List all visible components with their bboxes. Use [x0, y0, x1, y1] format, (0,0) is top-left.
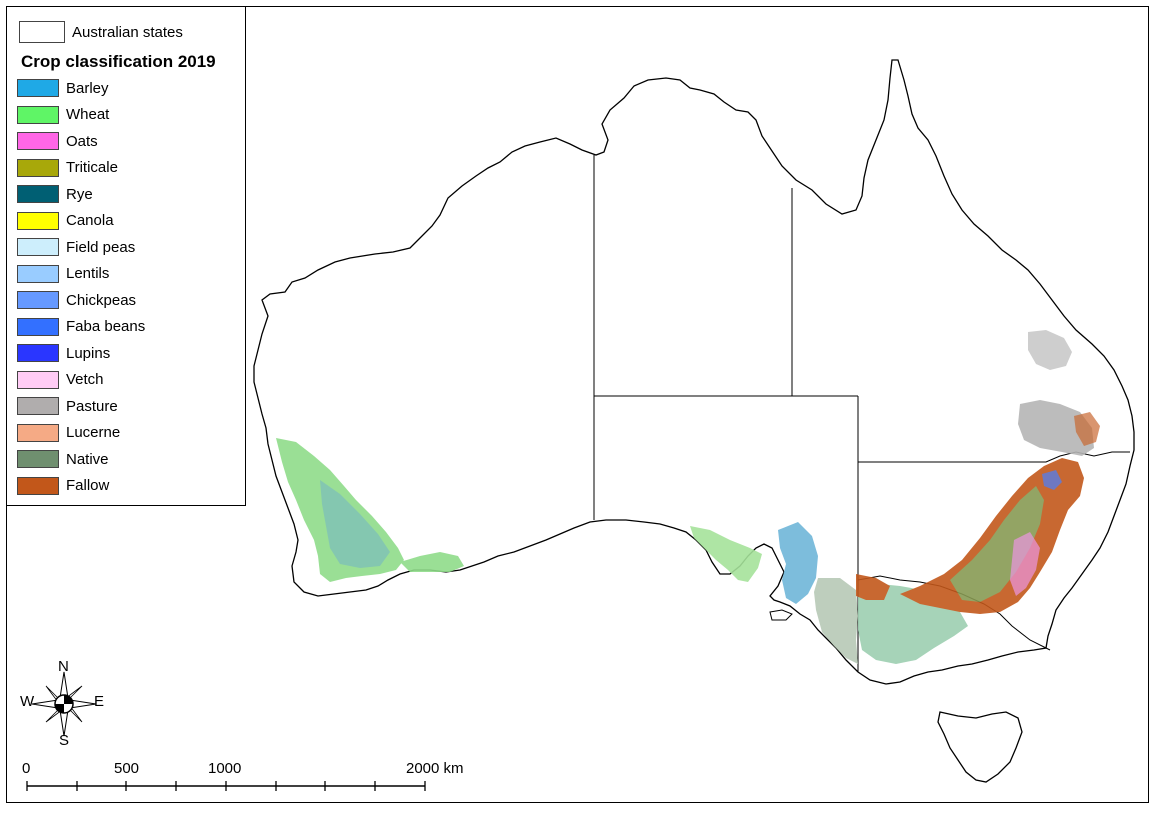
compass-s: S — [59, 732, 70, 749]
legend-swatch — [17, 105, 59, 124]
legend-label: Pasture — [66, 397, 118, 415]
legend-label: Native — [66, 450, 109, 468]
legend-label: Oats — [66, 132, 98, 150]
crop-region-wa-east — [400, 552, 464, 572]
legend-label: Triticale — [66, 159, 118, 176]
legend-label: Lentils — [66, 265, 110, 282]
compass-n: N — [58, 658, 69, 675]
scale-label-1000: 1000 — [208, 760, 242, 777]
legend-item-lucerne: Lucerne — [17, 422, 120, 444]
crop-region-sa-eyre — [690, 526, 762, 582]
compass-rose: N S E W — [18, 658, 110, 750]
legend-swatch — [17, 211, 59, 230]
legend-label: Vetch — [66, 371, 104, 388]
legend-swatch — [17, 476, 59, 495]
crop-region-sa-southeast — [814, 578, 858, 664]
legend-item-fallow: Fallow — [17, 475, 109, 497]
compass-icon — [31, 671, 97, 737]
legend-item-barley: Barley — [17, 77, 109, 99]
legend-swatch — [17, 370, 59, 389]
legend-label: Fallow — [66, 477, 110, 494]
kangaroo-island-outline — [769, 609, 793, 621]
scale-bar-line — [26, 781, 426, 791]
crop-region-wa-inner — [320, 480, 390, 568]
legend-label: Lupins — [66, 344, 111, 362]
legend-swatch — [17, 264, 59, 283]
legend-label: Field peas — [66, 238, 136, 256]
crop-region-vic-fallow — [856, 574, 890, 600]
legend-item-lentils: Lentils — [17, 263, 109, 285]
legend-states-swatch — [19, 21, 65, 43]
legend-item-chickpeas: Chickpeas — [17, 289, 136, 311]
crop-region-wa — [276, 438, 404, 582]
legend-title: Crop classification 2019 — [21, 52, 216, 71]
scale-bar: 0 500 1000 2000 km — [20, 758, 480, 798]
legend-item-lupins: Lupins — [17, 342, 110, 364]
map-legend: Australian states Crop classification 20… — [6, 6, 246, 506]
scale-label-500: 500 — [114, 760, 140, 777]
tasmania-outline — [937, 711, 1023, 783]
crop-region-qld-pasture — [1018, 400, 1094, 456]
legend-swatch — [17, 185, 59, 203]
legend-label: Chickpeas — [66, 291, 137, 309]
legend-swatch — [17, 158, 59, 177]
legend-swatch — [17, 291, 59, 309]
compass-w: W — [20, 693, 35, 710]
legend-item-faba-beans: Faba beans — [17, 316, 145, 338]
legend-item-triticale: Triticale — [17, 157, 118, 179]
legend-label: Canola — [66, 212, 114, 229]
legend-item-rye: Rye — [17, 183, 93, 205]
legend-swatch — [17, 317, 59, 336]
legend-swatch — [17, 397, 59, 415]
legend-item-pasture: Pasture — [17, 395, 118, 417]
crop-region-nsw-mixed — [950, 486, 1044, 602]
compass-e: E — [94, 693, 105, 710]
legend-item-field-peas: Field peas — [17, 236, 135, 258]
legend-swatch — [17, 132, 59, 150]
scale-label-0: 0 — [22, 760, 31, 777]
legend-item-canola: Canola — [17, 210, 114, 232]
crop-region-nsw-pink — [1010, 532, 1040, 596]
legend-states-row: Australian states — [19, 21, 183, 43]
legend-label: Lucerne — [66, 424, 121, 441]
legend-states-label: Australian states — [72, 23, 183, 41]
legend-item-vetch: Vetch — [17, 369, 104, 391]
legend-label: Barley — [66, 79, 109, 97]
legend-swatch — [17, 79, 59, 97]
legend-swatch — [17, 450, 59, 468]
crop-region-sa-yorke — [778, 522, 818, 604]
legend-label: Faba beans — [66, 318, 146, 335]
legend-swatch — [17, 423, 59, 442]
legend-swatch — [17, 344, 59, 362]
legend-item-native: Native — [17, 448, 109, 470]
legend-item-oats: Oats — [17, 130, 98, 152]
crop-region-qld-north — [1028, 330, 1072, 370]
scale-label-2000: 2000 km — [406, 760, 464, 777]
crop-region-qld-faba — [1042, 470, 1062, 490]
crop-areas — [276, 330, 1100, 664]
legend-label: Wheat — [66, 106, 110, 123]
legend-swatch — [17, 238, 59, 256]
legend-item-wheat: Wheat — [17, 104, 109, 126]
legend-label: Rye — [66, 185, 93, 203]
mainland-outline — [253, 59, 1135, 685]
crop-region-qld-fallow — [1074, 412, 1100, 446]
